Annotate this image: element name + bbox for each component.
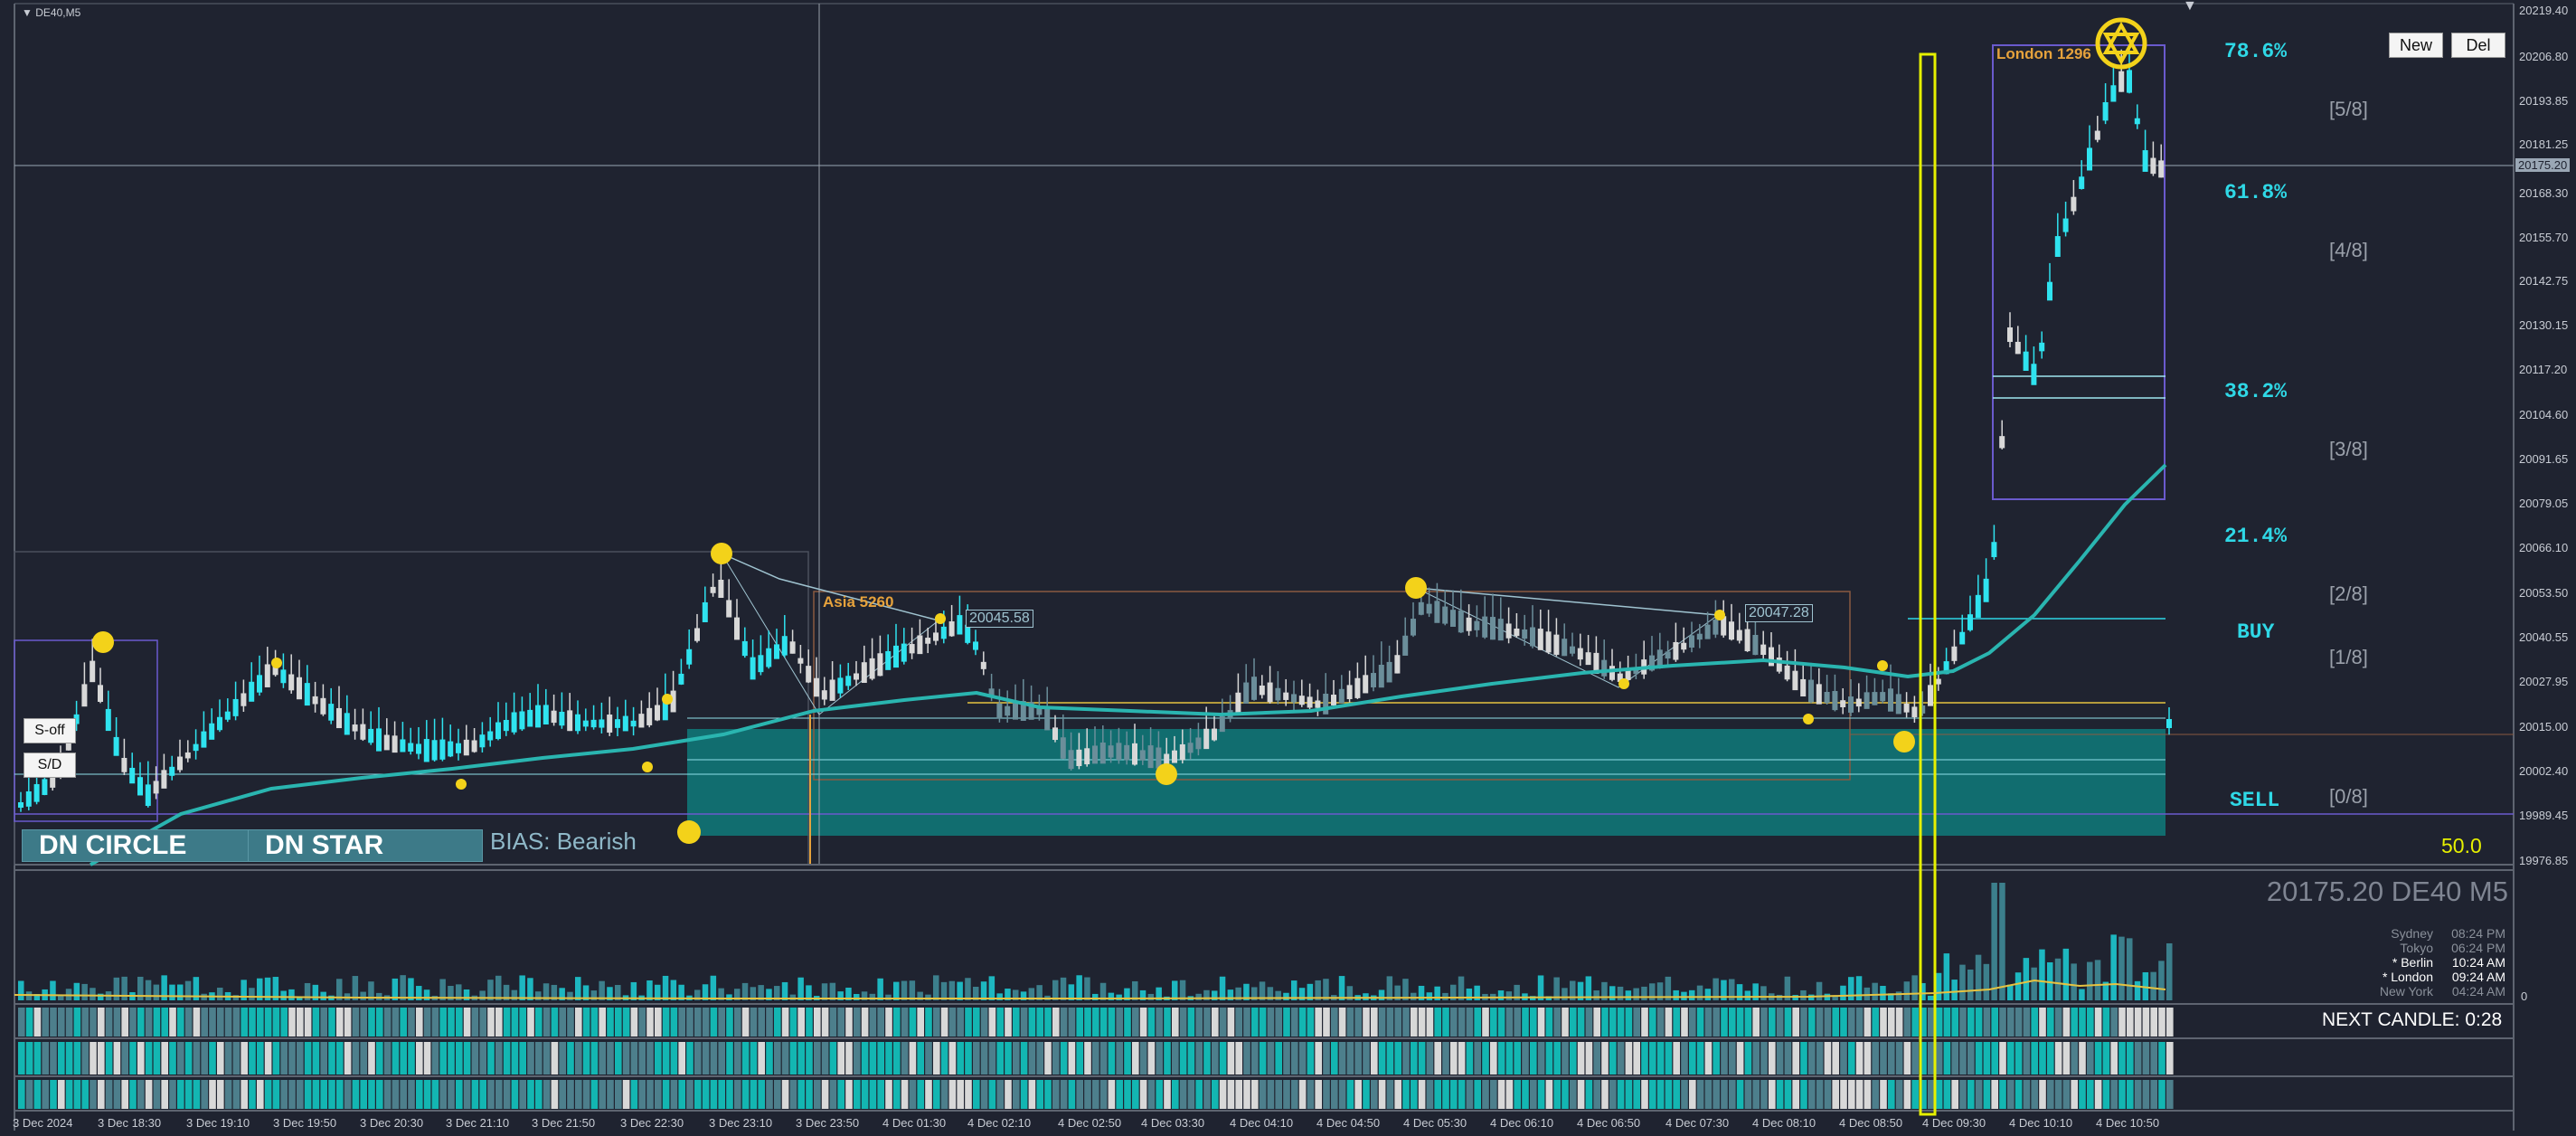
time-tick: 3 Dec 2024 xyxy=(13,1116,73,1130)
high-price-label-right: 20047.28 xyxy=(1745,604,1813,622)
time-tick: 4 Dec 01:30 xyxy=(882,1116,947,1130)
price-tick: 20130.15 xyxy=(2519,318,2569,332)
price-tick: 20219.40 xyxy=(2519,4,2569,17)
time-tick: 4 Dec 05:30 xyxy=(1403,1116,1467,1130)
fib-fraction: [0/8] xyxy=(2329,785,2368,808)
price-tick: 20193.85 xyxy=(2519,94,2569,108)
clock-time: 10:24 AM xyxy=(2451,955,2505,970)
session-clock: Tokyo 06:24 PM xyxy=(2325,941,2505,955)
session-clock: New York 04:24 AM xyxy=(2325,984,2505,999)
clock-city: * London xyxy=(2382,970,2433,984)
time-tick: 4 Dec 04:10 xyxy=(1230,1116,1294,1130)
header-price: 20175.20 DE40 M5 xyxy=(2266,876,2508,907)
fib-fraction: [1/8] xyxy=(2329,646,2368,668)
price-tick: 20002.40 xyxy=(2519,764,2569,778)
clock-city: Tokyo xyxy=(2400,941,2433,955)
price-tick: 20104.60 xyxy=(2519,408,2569,421)
fib-fraction: [4/8] xyxy=(2329,239,2368,261)
time-tick: 4 Dec 09:30 xyxy=(1922,1116,1986,1130)
session-clock: * London 09:24 AM xyxy=(2325,970,2505,984)
time-tick: 4 Dec 07:30 xyxy=(1665,1116,1730,1130)
time-tick: 3 Dec 19:50 xyxy=(273,1116,337,1130)
pattern-dn-star: DN STAR xyxy=(248,829,483,862)
time-tick: 4 Dec 06:50 xyxy=(1577,1116,1641,1130)
fib-percent: SELL xyxy=(2230,789,2280,812)
time-tick: 4 Dec 03:30 xyxy=(1141,1116,1205,1130)
time-tick: 3 Dec 23:50 xyxy=(796,1116,860,1130)
time-tick: 3 Dec 21:10 xyxy=(446,1116,510,1130)
fib-fraction: [3/8] xyxy=(2329,438,2368,460)
clock-time: 06:24 PM xyxy=(2451,941,2505,955)
asia-session-label: Asia 5260 xyxy=(823,593,894,611)
price-tick: 20168.30 xyxy=(2519,186,2569,200)
price-tick: 20053.50 xyxy=(2519,586,2569,600)
price-tick: 20040.55 xyxy=(2519,630,2569,644)
price-tick: 20181.25 xyxy=(2519,137,2569,151)
time-tick: 3 Dec 22:30 xyxy=(620,1116,684,1130)
next-candle-timer: NEXT CANDLE: 0:28 xyxy=(2322,1009,2503,1030)
time-tick: 3 Dec 18:30 xyxy=(98,1116,162,1130)
new-button[interactable]: New xyxy=(2389,33,2443,58)
fib-percent: 61.8% xyxy=(2224,181,2288,204)
fib-percent: BUY xyxy=(2237,620,2275,644)
session-clock: * Berlin 10:24 AM xyxy=(2325,955,2505,970)
current-price-tag: 20175.20 xyxy=(2515,158,2571,172)
price-tick: 20206.80 xyxy=(2519,50,2569,63)
clock-city: New York xyxy=(2379,984,2433,999)
high-price-label-left: 20045.58 xyxy=(966,610,1033,628)
time-tick: 4 Dec 08:50 xyxy=(1839,1116,1903,1130)
time-tick: 4 Dec 06:10 xyxy=(1490,1116,1554,1130)
time-tick: 3 Dec 21:50 xyxy=(532,1116,596,1130)
time-tick: 3 Dec 23:10 xyxy=(709,1116,773,1130)
time-tick: 3 Dec 19:10 xyxy=(186,1116,250,1130)
time-tick: 4 Dec 08:10 xyxy=(1752,1116,1816,1130)
level-value: 50.0 xyxy=(2441,834,2482,857)
time-tick: 4 Dec 02:50 xyxy=(1058,1116,1122,1130)
sd-button[interactable]: S/D xyxy=(24,753,76,778)
time-tick: 3 Dec 20:30 xyxy=(360,1116,424,1130)
price-tick: 20015.00 xyxy=(2519,720,2569,734)
time-tick: 4 Dec 04:50 xyxy=(1316,1116,1381,1130)
price-tick: 20066.10 xyxy=(2519,541,2569,554)
star-icon xyxy=(2095,17,2147,70)
fib-percent: 38.2% xyxy=(2224,380,2288,403)
clock-time: 08:24 PM xyxy=(2451,926,2505,941)
fib-percent: 21.4% xyxy=(2224,525,2288,548)
fib-fraction: [2/8] xyxy=(2329,582,2368,605)
clock-time: 04:24 AM xyxy=(2451,984,2505,999)
clock-time: 09:24 AM xyxy=(2451,970,2505,984)
clock-city: Sydney xyxy=(2391,926,2433,941)
s-off-button[interactable]: S-off xyxy=(24,718,76,743)
price-tick: 19989.45 xyxy=(2519,809,2569,822)
del-button[interactable]: Del xyxy=(2451,33,2505,58)
symbol-label-text: DE40,M5 xyxy=(35,6,81,19)
time-tick: 4 Dec 02:10 xyxy=(967,1116,1032,1130)
time-tick: 4 Dec 10:50 xyxy=(2096,1116,2160,1130)
symbol-label: ▼ DE40,M5 xyxy=(22,6,81,19)
price-tick: 20155.70 xyxy=(2519,231,2569,244)
clock-city: * Berlin xyxy=(2392,955,2433,970)
fib-percent: 78.6% xyxy=(2224,40,2288,63)
price-tick: 20117.20 xyxy=(2519,363,2568,376)
bias-label: BIAS: Bearish xyxy=(490,828,637,855)
time-tick: 4 Dec 10:10 xyxy=(2009,1116,2073,1130)
price-tick: 20027.95 xyxy=(2519,675,2569,688)
session-clock: Sydney 08:24 PM xyxy=(2325,926,2505,941)
london-session-label: London 1296 xyxy=(1996,45,2091,62)
price-tick: 20079.05 xyxy=(2519,497,2569,510)
price-tick: 19976.85 xyxy=(2519,854,2569,867)
price-tick: 20091.65 xyxy=(2519,452,2569,466)
fib-fraction: [5/8] xyxy=(2329,98,2368,120)
price-tick: 20142.75 xyxy=(2519,274,2569,288)
collapse-arrow-icon[interactable]: ▼ xyxy=(2183,0,2197,14)
pattern-dn-circle: DN CIRCLE xyxy=(22,829,259,862)
volume-axis-zero: 0 xyxy=(2521,989,2528,1003)
